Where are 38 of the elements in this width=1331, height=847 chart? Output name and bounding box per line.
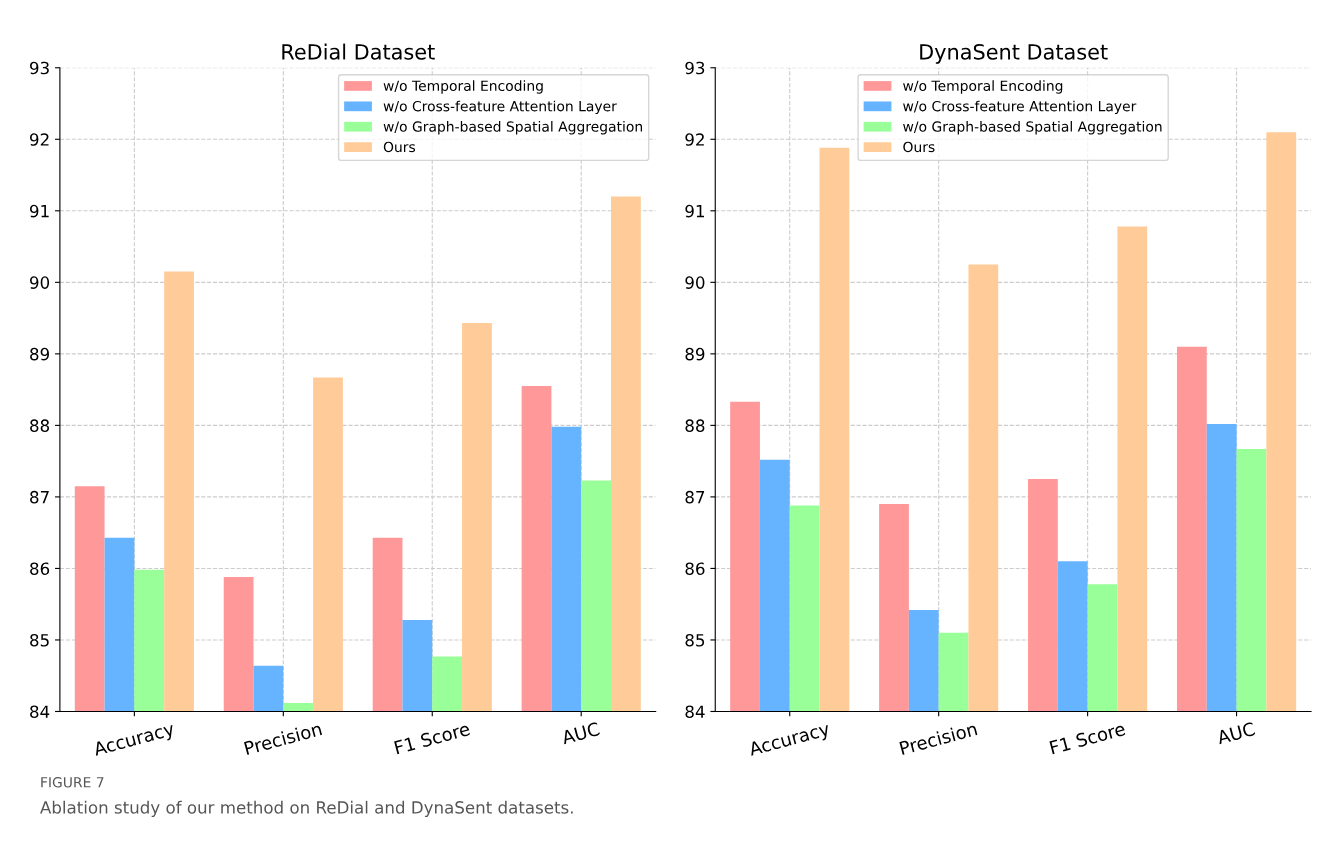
x-tick-label: F1 Score: [1049, 721, 1126, 755]
y-tick-label: 86: [685, 562, 705, 575]
x-tick-label: Precision: [899, 721, 978, 756]
x-tick-label: F1 Score: [394, 721, 471, 755]
text: Ablation study of our method on ReDial and DynaSent datasets.: [40, 800, 573, 817]
y-tick-label: 84: [685, 705, 705, 719]
y-tick-label: 91: [685, 204, 704, 218]
y-tick-label: 90: [30, 276, 50, 289]
y-tick-label: 85: [30, 633, 49, 647]
y-tick-label: 85: [685, 633, 705, 647]
y-tick-label: 92: [30, 133, 49, 146]
legend-label: w/o Cross-feature Attention Layer: [383, 100, 617, 115]
chart-title: ReDial Dataset: [282, 43, 435, 60]
legend-label: w/o Graph-based Spatial Aggregation: [903, 121, 1162, 135]
y-tick-label: 87: [30, 490, 49, 504]
legend-label: w/o Temporal Encoding: [383, 80, 543, 94]
y-tick-label: 89: [30, 347, 49, 361]
y-tick-label: 93: [30, 61, 49, 75]
legend-label: Ours: [903, 141, 935, 153]
y-tick-label: 86: [30, 562, 50, 575]
y-tick-label: 90: [685, 276, 705, 289]
y-tick-label: 91: [30, 204, 49, 218]
x-tick-label: AUC: [560, 721, 601, 745]
y-tick-label: 88: [685, 419, 705, 432]
y-tick-label: 92: [685, 133, 704, 146]
legend-label: Ours: [383, 141, 416, 153]
caption: FIGURE 7: [41, 777, 104, 788]
chart-title: DynaSent Dataset: [920, 43, 1108, 64]
x-tick-label: AUC: [1216, 721, 1256, 745]
legend-label: w/o Temporal Encoding: [903, 80, 1063, 94]
y-tick-label: 93: [685, 61, 705, 75]
y-tick-label: 89: [685, 347, 705, 361]
y-tick-label: 87: [685, 490, 705, 504]
x-tick-label: Precision: [243, 721, 323, 756]
legend-label: w/o Cross-feature Attention Layer: [903, 100, 1137, 115]
legend-label: w/o Graph-based Spatial Aggregation: [383, 121, 642, 135]
y-tick-label: 88: [30, 419, 50, 432]
y-tick-label: 84: [30, 705, 50, 719]
